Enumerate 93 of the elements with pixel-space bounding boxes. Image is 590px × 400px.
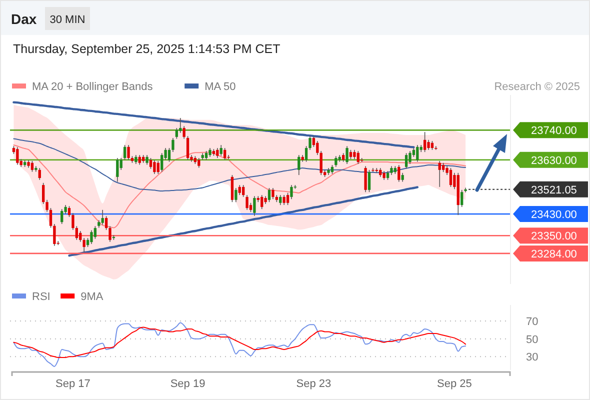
candlestick xyxy=(90,230,93,244)
chart-title: Dax xyxy=(11,11,37,27)
candlestick xyxy=(149,158,152,170)
candlestick xyxy=(320,150,322,176)
candlestick xyxy=(53,224,56,246)
x-tick-label: Sep 17 xyxy=(56,378,90,390)
chart-subtitle: Thursday, September 25, 2025 1:14:53 PM CET xyxy=(13,42,281,56)
candlestick xyxy=(72,212,74,230)
candlestick xyxy=(246,194,248,210)
candlestick xyxy=(116,158,119,182)
candlestick xyxy=(104,216,108,230)
candlestick xyxy=(272,188,274,200)
candlestick xyxy=(442,162,445,172)
candlestick xyxy=(60,208,64,224)
candlestick xyxy=(423,132,426,152)
candlestick xyxy=(179,118,182,134)
candlestick xyxy=(42,182,45,204)
candlestick xyxy=(356,150,360,164)
y-tick-label: 23350.00 xyxy=(531,230,577,243)
y-tick-label: 30 xyxy=(526,352,538,364)
candlestick xyxy=(49,208,52,228)
legend-label: MA 20 + Bollinger Bands xyxy=(32,81,154,93)
text: 30 MIN xyxy=(50,14,86,26)
y-tick-label: 23430.00 xyxy=(531,208,577,221)
candlestick xyxy=(156,160,160,174)
candlestick xyxy=(279,194,282,206)
candlestick xyxy=(172,138,174,152)
candlestick xyxy=(238,184,241,196)
candlestick xyxy=(146,154,148,166)
candlestick xyxy=(216,148,219,158)
candlestick xyxy=(304,146,308,162)
line-series xyxy=(68,186,419,257)
line-series xyxy=(12,101,415,148)
candlestick xyxy=(138,154,141,166)
candlestick xyxy=(168,148,171,162)
candlestick xyxy=(75,226,78,240)
candlestick xyxy=(108,226,112,242)
candlestick xyxy=(286,192,290,206)
y-tick-label: 23740.00 xyxy=(531,125,577,138)
candlestick xyxy=(68,206,71,218)
y-tick-label: 50 xyxy=(526,334,538,346)
x-tick-label: Sep 25 xyxy=(437,378,472,390)
y-tick-label: 23284.00 xyxy=(531,248,577,260)
candlestick xyxy=(101,210,104,226)
candlestick xyxy=(198,158,200,168)
candlestick xyxy=(46,200,48,212)
candlestick xyxy=(160,152,164,172)
candlestick xyxy=(123,144,126,160)
candlestick xyxy=(316,140,319,156)
candlestick xyxy=(186,136,190,160)
candlestick xyxy=(268,188,271,202)
legend-label: MA 50 xyxy=(204,81,236,93)
candlestick xyxy=(427,139,430,150)
candlestick xyxy=(260,194,264,210)
candlestick xyxy=(308,136,312,150)
y-tick-label: 23630.00 xyxy=(531,154,577,167)
candlestick xyxy=(38,168,41,180)
line-series xyxy=(13,322,466,367)
candlestick xyxy=(234,188,238,202)
x-tick-label: Sep 19 xyxy=(170,378,206,390)
candlestick xyxy=(460,190,464,208)
candlestick xyxy=(404,152,408,170)
candlestick xyxy=(242,184,245,198)
candlestick xyxy=(334,156,338,168)
candlestick xyxy=(153,160,156,174)
candlestick xyxy=(368,169,371,192)
legend-label: 9MA xyxy=(80,291,104,303)
candlestick xyxy=(127,144,130,160)
candlestick xyxy=(16,146,19,166)
candlestick xyxy=(290,184,293,200)
text: Research © 2025 xyxy=(494,81,580,93)
candlestick xyxy=(346,146,348,164)
candlestick xyxy=(175,128,178,140)
candlestick xyxy=(30,160,34,172)
candlestick xyxy=(349,149,352,160)
x-tick-label: Sep 23 xyxy=(296,378,332,390)
candlestick xyxy=(223,148,226,160)
candlestick xyxy=(416,144,419,162)
line-series xyxy=(13,326,466,358)
candlestick xyxy=(94,226,97,240)
y-tick-label: 70 xyxy=(526,316,538,328)
candlestick xyxy=(364,166,367,192)
candlestick xyxy=(253,196,256,216)
candlestick xyxy=(220,144,222,156)
candlestick xyxy=(398,164,400,182)
candlestick xyxy=(282,194,286,206)
candlestick xyxy=(298,154,300,176)
candlestick xyxy=(438,160,441,188)
legend-label: RSI xyxy=(32,291,50,303)
y-tick-label: 23521.05 xyxy=(531,184,577,196)
candlestick xyxy=(449,168,452,188)
candlestick xyxy=(408,150,412,164)
candlestick xyxy=(230,174,234,202)
